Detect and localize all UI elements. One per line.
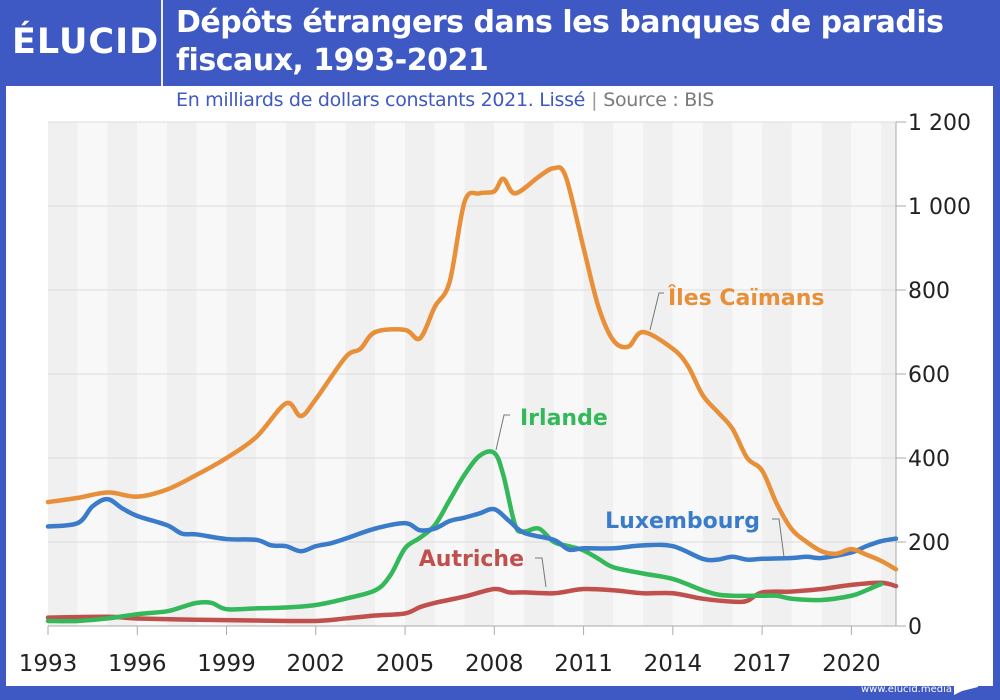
x-tick-label: 2011 xyxy=(554,651,613,677)
y-tick-label: 400 xyxy=(908,447,950,472)
y-tick-label: 200 xyxy=(908,531,950,556)
chart-title: Dépôts étrangers dans les banques de par… xyxy=(176,4,976,80)
header-divider xyxy=(161,0,163,86)
subtitle-separator: | xyxy=(591,89,598,111)
x-tick-label: 1993 xyxy=(19,651,78,677)
chart-subtitle: En milliards de dollars constants 2021. … xyxy=(176,89,714,111)
series-label-autriche: Autriche xyxy=(419,547,524,572)
series-line-iles-caimans xyxy=(45,165,899,572)
leader-line-luxembourg xyxy=(772,518,785,558)
x-tick-label: 1999 xyxy=(197,651,256,677)
x-tick-label: 2017 xyxy=(733,651,792,677)
y-tick-label: 1 000 xyxy=(908,195,971,220)
elucid-flag-icon xyxy=(954,681,978,695)
series-label-iles-caimans: Îles Caïmans xyxy=(668,285,824,311)
header: ÉLUCID Dépôts étrangers dans les banques… xyxy=(0,0,1000,86)
elucid-logo: ÉLUCID xyxy=(12,22,160,62)
x-tick-label: 2008 xyxy=(465,651,524,677)
y-tick-label: 600 xyxy=(908,363,950,388)
gridlines xyxy=(48,121,896,627)
series-label-irlande: Irlande xyxy=(520,406,608,431)
leader-line-irlande xyxy=(495,414,510,451)
subtitle-text: En milliards de dollars constants 2021. … xyxy=(176,89,586,111)
series-line-luxembourg xyxy=(45,496,899,563)
series-line-autriche xyxy=(45,580,899,624)
x-tick-label: 2014 xyxy=(644,651,703,677)
y-tick-label: 0 xyxy=(908,615,922,640)
annotations: Îles Caïmans Irlande Luxembourg Autriche xyxy=(419,285,824,588)
leader-line-iles-caimans xyxy=(649,292,664,331)
x-tick-label: 2005 xyxy=(376,651,435,677)
series-label-luxembourg: Luxembourg xyxy=(605,509,760,534)
series-lines xyxy=(45,165,899,624)
x-tick-label: 2002 xyxy=(287,651,346,677)
series-line-irlande xyxy=(45,449,884,624)
axes: 0 200 400 600 800 1 000 1 200 1993 1996 1999 2002 2… xyxy=(19,111,971,677)
footer-url[interactable]: www.elucid.media xyxy=(860,684,952,695)
title-line-2: fiscaux, 1993-2021 xyxy=(176,43,489,78)
y-tick-label: 800 xyxy=(908,279,950,304)
y-tick-label: 1 200 xyxy=(908,111,971,136)
source-text: Source : BIS xyxy=(603,89,715,111)
leader-line-autriche xyxy=(535,557,547,588)
x-tick-label: 2020 xyxy=(822,651,881,677)
title-line-1: Dépôts étrangers dans les banques de par… xyxy=(176,5,944,40)
x-tick-label: 1996 xyxy=(108,651,167,677)
